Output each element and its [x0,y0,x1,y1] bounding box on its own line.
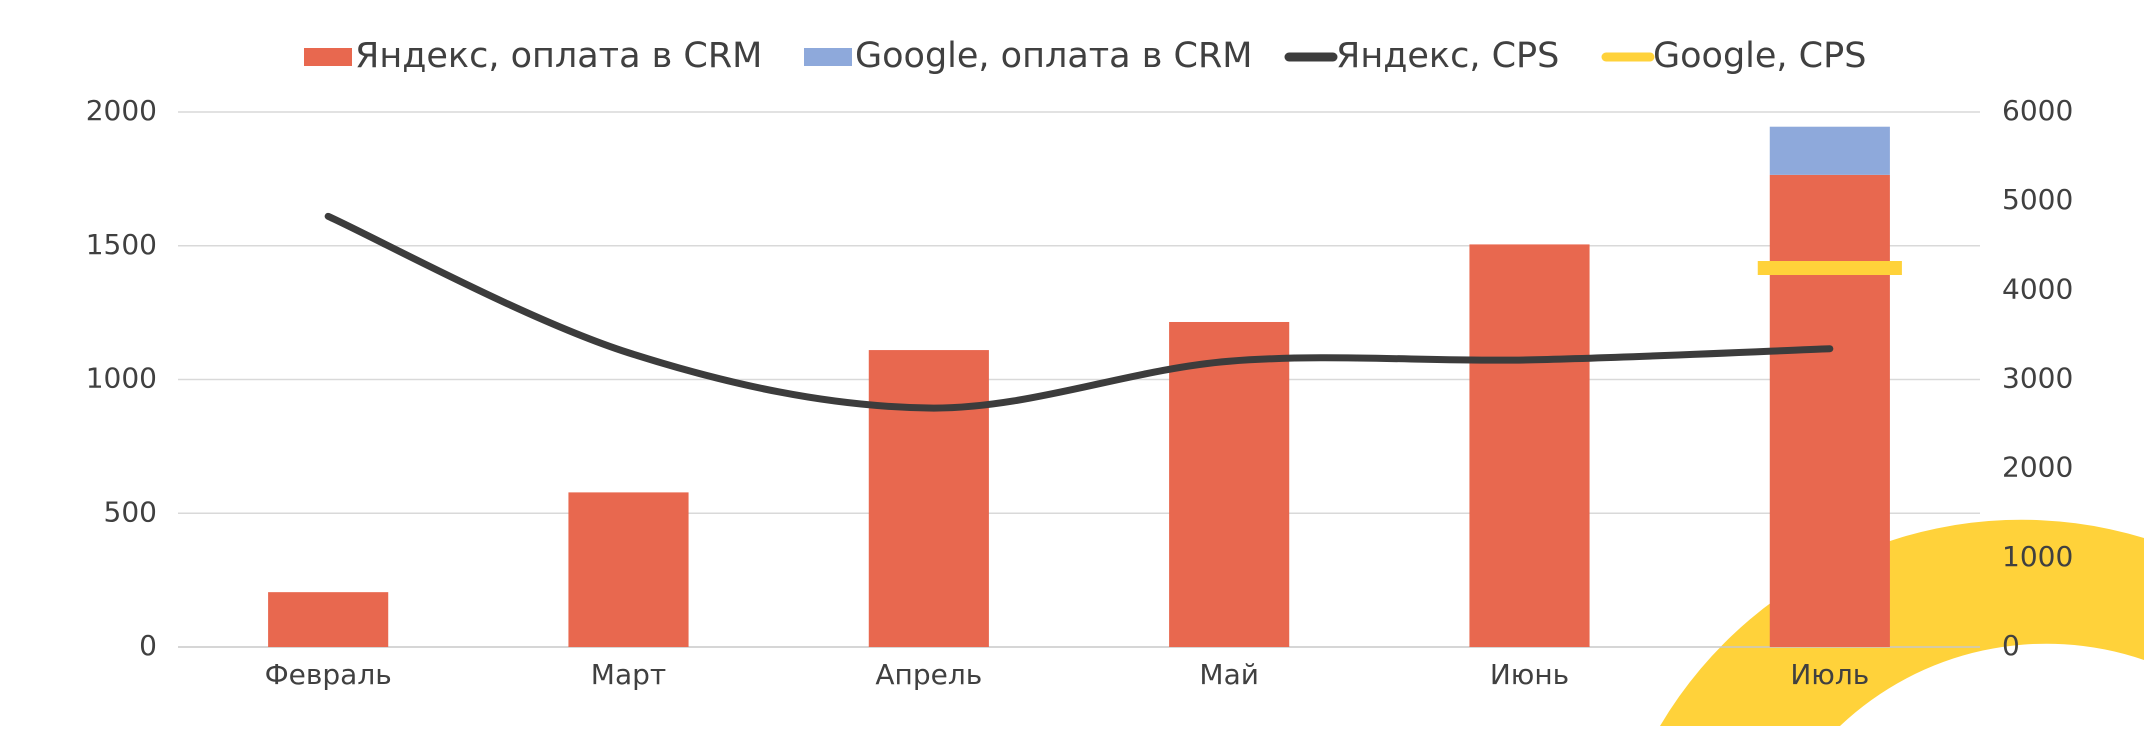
bar [568,492,689,647]
legend-label: Google, оплата в CRM [855,36,1252,76]
bar [1769,126,1890,175]
y-tick-label: 1500 [86,228,157,261]
legend-swatch [804,48,852,66]
legend-swatch [304,48,352,66]
y2-tick-label: 6000 [2002,94,2073,127]
y2-tick-label: 5000 [2002,183,2073,216]
y2-tick-label: 4000 [2002,272,2073,305]
bar [1769,174,1890,648]
decor-arc [1660,519,2144,726]
y-tick-label: 0 [139,629,157,662]
bar [268,592,389,647]
x-tick-label: Апрель [875,658,982,691]
x-tick-label: Июнь [1490,658,1569,691]
y2-tick-label: 3000 [2002,362,2073,395]
y2-tick-label: 0 [2002,629,2020,662]
labels: 0 500 1000 1500 2000 0 1000 2000 3000 4000 5000 600… [86,36,2074,691]
bar [1169,321,1290,647]
legend-label: Яндекс, CPS [1336,36,1559,76]
line [324,212,1834,412]
x-tick-label: Май [1199,658,1259,691]
y2-tick-label: 1000 [2002,540,2073,573]
bar [1469,244,1590,647]
x-tick-label: Март [591,658,666,691]
y-tick-label: 2000 [86,94,157,127]
y-tick-label: 1000 [86,362,157,395]
marks [268,126,1902,648]
x-tick-label: Июль [1790,658,1869,691]
legend-label: Google, CPS [1653,36,1866,76]
y-tick-label: 500 [104,495,157,528]
grid [178,111,1980,648]
bar [868,350,989,647]
legend-label: Яндекс, оплата в CRM [355,36,762,76]
x-tick-label: Февраль [265,658,392,691]
y2-tick-label: 2000 [2002,451,2073,484]
